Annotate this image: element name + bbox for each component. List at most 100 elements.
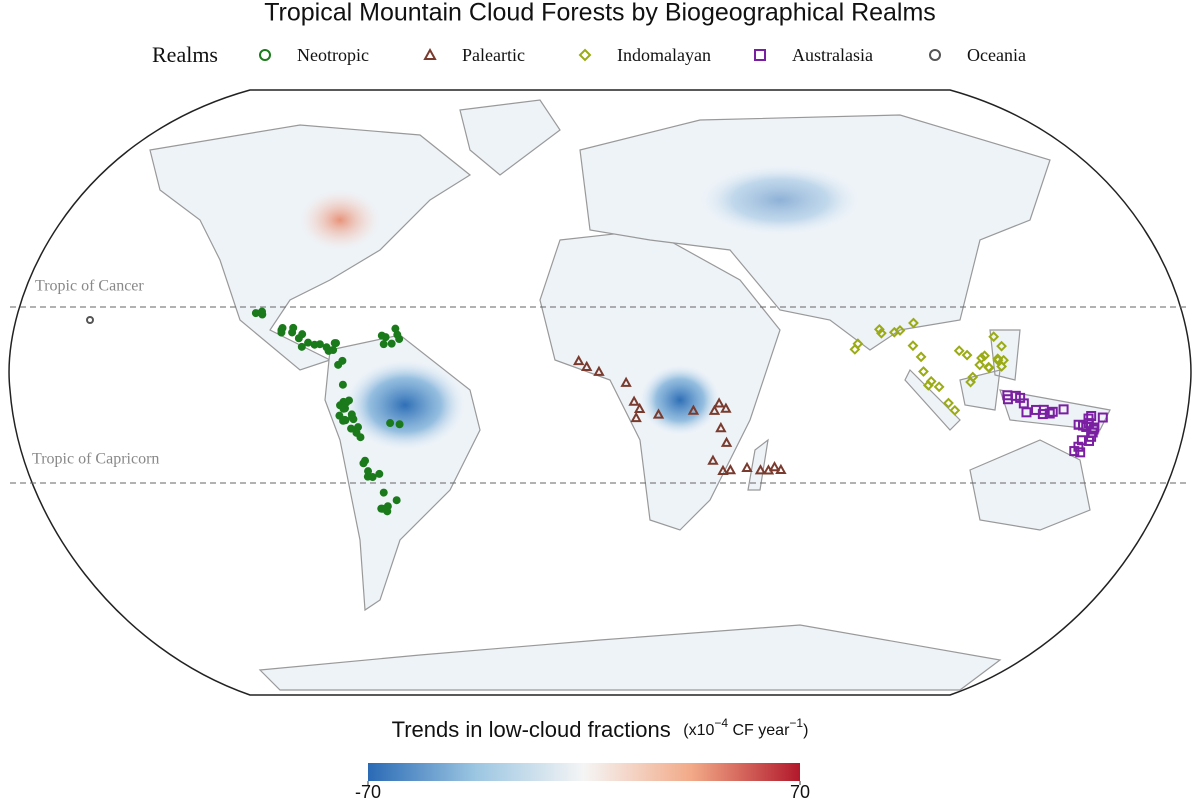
site-marker: [354, 423, 363, 432]
site-marker: [741, 461, 753, 473]
site-marker: [717, 464, 729, 475]
site-marker: [347, 424, 356, 433]
legend-marker: [929, 49, 941, 61]
site-marker: [339, 404, 348, 413]
site-marker: [324, 346, 333, 355]
site-marker: [1047, 406, 1058, 417]
colorbar-title: Trends in low-cloud fractions (x10−4 CF …: [392, 716, 809, 742]
madagascar: [747, 438, 769, 491]
site-marker: [953, 345, 965, 357]
colorbar-tick-label: -70: [355, 782, 381, 802]
site-marker: [297, 342, 306, 351]
site-marker: [630, 411, 642, 423]
site-marker: [294, 334, 303, 343]
site-marker: [334, 360, 343, 369]
site-marker: [852, 338, 864, 350]
trend-shading: [345, 360, 465, 450]
site-marker: [278, 323, 287, 332]
site-marker: [368, 473, 377, 482]
site-marker: [340, 415, 349, 424]
site-marker: [251, 309, 260, 318]
site-marker: [720, 402, 732, 413]
site-marker: [724, 463, 737, 475]
site-marker: [918, 366, 929, 377]
site-marker: [1097, 412, 1108, 423]
site-marker: [628, 395, 640, 406]
site-marker: [762, 464, 775, 475]
site-markers: [86, 307, 1108, 516]
site-marker: [873, 323, 885, 335]
site-marker: [593, 365, 605, 376]
site-marker: [1002, 390, 1013, 401]
site-marker: [1058, 404, 1069, 415]
site-marker: [715, 421, 727, 433]
site-marker: [961, 349, 973, 361]
site-marker: [359, 459, 368, 468]
site-marker: [289, 323, 298, 332]
tropic-label: Tropic of Cancer: [35, 278, 144, 295]
site-marker: [1044, 408, 1055, 419]
site-marker: [998, 354, 1009, 366]
unit: −4: [714, 716, 728, 730]
eurasia: [579, 114, 1051, 351]
legend-title: Realms: [152, 42, 218, 67]
legend-label: Paleartic: [462, 45, 525, 65]
colorbar: [368, 763, 800, 781]
site-marker: [996, 361, 1008, 372]
site-marker: [707, 454, 719, 465]
site-marker: [332, 339, 341, 348]
site-marker: [392, 496, 401, 505]
site-marker: [572, 354, 585, 366]
greenland: [459, 99, 561, 176]
site-marker: [1083, 418, 1094, 429]
site-marker: [375, 469, 384, 478]
colorbar-ticks: -70 70: [355, 781, 810, 802]
legend-label: Neotropic: [297, 45, 369, 65]
site-marker: [652, 408, 665, 419]
legend: Neotropic Paleartic Indomalayan Australasia…: [259, 45, 1026, 65]
site-marker: [687, 404, 700, 415]
site-marker: [349, 415, 358, 424]
site-marker: [304, 338, 313, 347]
site-marker: [720, 436, 733, 447]
antarctica: [258, 624, 1002, 691]
north-america: [149, 124, 472, 371]
site-marker: [1075, 447, 1086, 458]
site-marker: [378, 504, 387, 513]
legend-label: Oceania: [967, 45, 1026, 65]
title: Tropical Mountain Cloud Forests by Bioge…: [264, 0, 936, 27]
site-marker: [1086, 431, 1097, 442]
site-marker: [996, 340, 1007, 352]
trend-shading: [700, 165, 860, 235]
site-marker: [713, 397, 725, 408]
site-marker: [379, 340, 388, 349]
map: Tropic of Cancer Tropic of Capricorn: [8, 89, 1192, 696]
legend-marker: [259, 49, 271, 61]
site-marker: [949, 404, 961, 416]
site-marker: [915, 351, 927, 363]
site-marker: [983, 362, 995, 374]
site-marker: [86, 316, 94, 324]
site-marker: [387, 339, 396, 348]
site-marker: [1015, 392, 1026, 403]
site-marker: [364, 467, 373, 476]
site-marker: [933, 381, 945, 393]
colorbar-tick-label: 70: [790, 782, 810, 802]
site-marker: [381, 333, 390, 342]
tropic-label: Tropic of Capricorn: [32, 451, 159, 468]
site-marker: [395, 420, 404, 429]
site-marker: [393, 330, 402, 339]
site-marker: [875, 327, 887, 339]
unit: CF year: [728, 722, 790, 739]
site-marker: [992, 353, 1004, 365]
unit: (x10: [683, 722, 714, 739]
site-marker: [894, 325, 906, 336]
site-marker: [754, 464, 767, 475]
site-marker: [979, 350, 990, 362]
site-marker: [943, 397, 954, 409]
australia: [969, 439, 1091, 531]
site-marker: [974, 359, 986, 371]
unit: −1: [789, 716, 803, 730]
site-marker: [965, 376, 977, 388]
site-marker: [908, 317, 919, 329]
